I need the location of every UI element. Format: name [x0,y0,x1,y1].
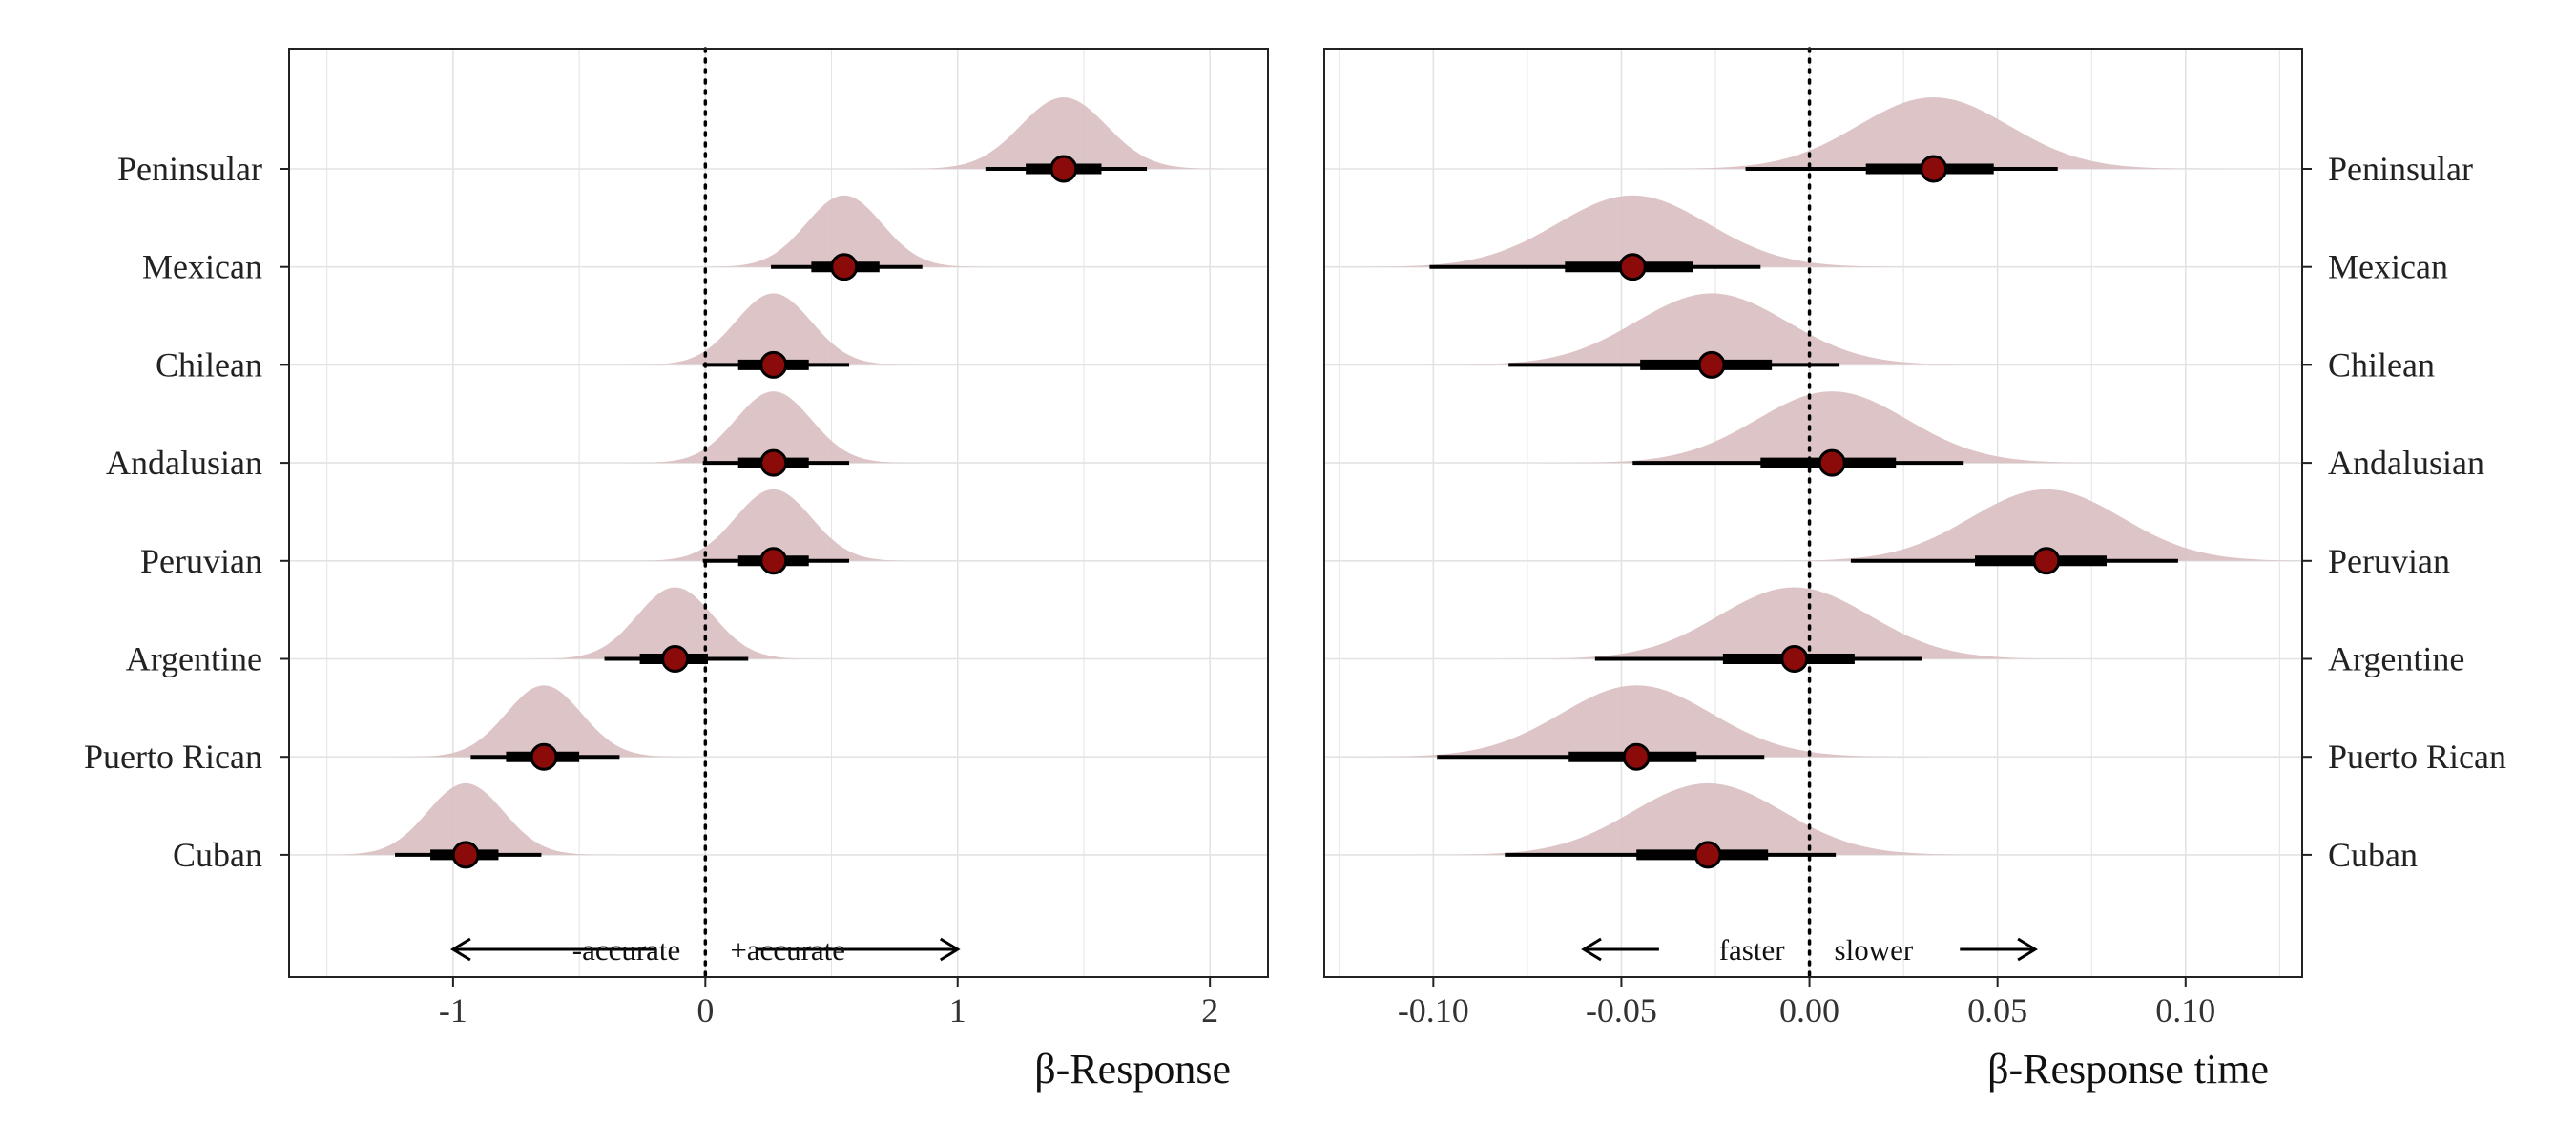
right-panel: Peninsular Mexican Chilean Andalusian Peruvi… [1323,47,2506,1093]
density-chilean [1410,293,2013,365]
point-peninsular [1049,155,1078,183]
density-argentine [523,587,827,659]
y-tick-label-cuban: Cuban [173,836,262,874]
y-tick-label-argentine: Argentine [126,640,262,678]
x-tick-label: -1 [439,991,467,1030]
annotation-left-text: -accurate [572,933,681,967]
x-tick-label: 0.00 [1779,991,1839,1030]
density-peninsular [1632,97,2234,169]
point-mexican [1618,253,1647,281]
panel-border [288,48,1269,978]
annotation-right-text: +accurate [730,933,845,967]
y-tick-label-chilean: Chilean [2328,345,2435,384]
y-tick-label-peruvian: Peruvian [140,542,262,580]
point-mexican [830,253,859,281]
point-cuban [451,841,480,869]
y-tick-label-puerto-rican: Puerto Rican [2328,738,2506,776]
y-tick-label-mexican: Mexican [2328,248,2448,286]
annotation-right-text: slower [1835,933,1914,967]
point-puerto-rican [530,742,558,771]
x-tick-label: 2 [1201,991,1218,1030]
point-chilean [1697,350,1726,379]
arrow-left-head [1581,937,1602,962]
point-cuban [1693,841,1722,869]
y-tick-label-puerto-rican: Puerto Rican [84,738,262,776]
density-puerto-rican [392,685,696,758]
point-argentine [1780,645,1809,673]
point-peruvian [759,547,788,575]
x-axis-title: β-Response [1034,1046,1231,1093]
density-andalusian [1530,391,2133,464]
arrow-right-head [2017,937,2038,962]
density-peruvian [622,489,925,561]
density-andalusian [622,391,925,464]
y-tick-label-peruvian: Peruvian [2328,542,2450,580]
y-tick-label-chilean: Chilean [156,345,262,384]
y-tick-label-andalusian: Andalusian [106,444,262,482]
arrow-left-head [450,937,471,962]
x-axis-title: β-Response time [1987,1046,2269,1093]
y-tick-label-argentine: Argentine [2328,640,2464,678]
x-tick-label: 1 [949,991,966,1030]
x-tick-label: -0.10 [1398,991,1469,1030]
point-andalusian [759,448,788,477]
point-puerto-rican [1622,742,1651,771]
density-peruvian [1745,489,2348,561]
panel-border [1323,48,2303,978]
x-tick-label: 0.10 [2155,991,2215,1030]
point-argentine [661,645,690,673]
density-mexican [1331,195,1934,267]
left-panel: Peninsular Mexican Chilean Andalusian Peruvi… [84,47,1269,1093]
point-peninsular [1920,155,1948,183]
arrow-right-head [939,937,961,962]
y-tick-label-andalusian: Andalusian [2328,444,2484,482]
density-chilean [622,293,925,365]
x-tick-label: 0.05 [1967,991,2027,1030]
density-peninsular [892,97,1236,169]
point-andalusian [1818,448,1846,477]
annotation-left-text: faster [1719,933,1786,967]
x-tick-label: 0 [696,991,714,1030]
density-cuban [1406,782,2009,855]
point-peruvian [2032,547,2061,575]
density-mexican [693,195,996,267]
y-tick-label-cuban: Cuban [2328,836,2418,874]
density-argentine [1493,587,2096,659]
x-tick-label: -0.05 [1586,991,1657,1030]
y-tick-label-mexican: Mexican [142,248,262,286]
density-cuban [314,782,617,855]
density-puerto-rican [1335,685,1938,758]
y-tick-label-peninsular: Peninsular [2328,150,2473,188]
y-tick-label-peninsular: Peninsular [117,150,262,188]
point-chilean [759,350,788,379]
